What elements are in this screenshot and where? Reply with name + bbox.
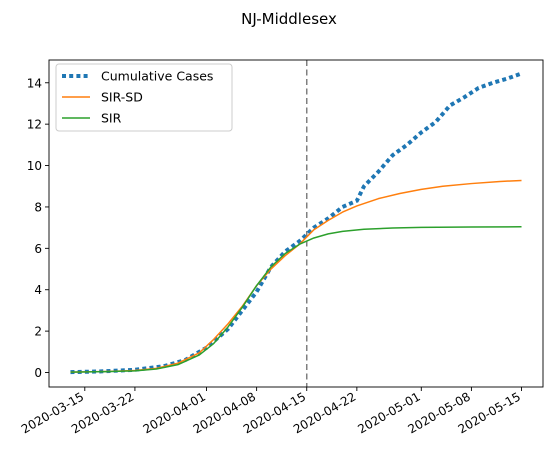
y-tick-label: 14 [27, 76, 42, 90]
series-line-sir [70, 226, 522, 373]
legend-label: Cumulative Cases [101, 69, 213, 84]
legend-box [55, 63, 233, 132]
legend-label: SIR [101, 111, 122, 126]
y-tick-label: 4 [34, 283, 42, 297]
plot-area [70, 60, 523, 387]
axes-frame [48, 59, 544, 388]
y-tick-label: 8 [34, 200, 42, 214]
y-tick-label: 12 [27, 118, 42, 132]
chart-title: NJ-Middlesex [241, 10, 337, 28]
y-tick-label: 2 [34, 325, 42, 339]
series-line-sir-sd [70, 179, 522, 373]
legend: Cumulative Cases SIR-SD SIR [55, 63, 233, 132]
series-line-cumulative-cases [70, 71, 523, 375]
legend-label: SIR-SD [101, 90, 143, 105]
y-tick-label: 0 [34, 366, 42, 380]
y-tick-label: 6 [34, 242, 42, 256]
y-tick-label: 10 [27, 159, 42, 173]
